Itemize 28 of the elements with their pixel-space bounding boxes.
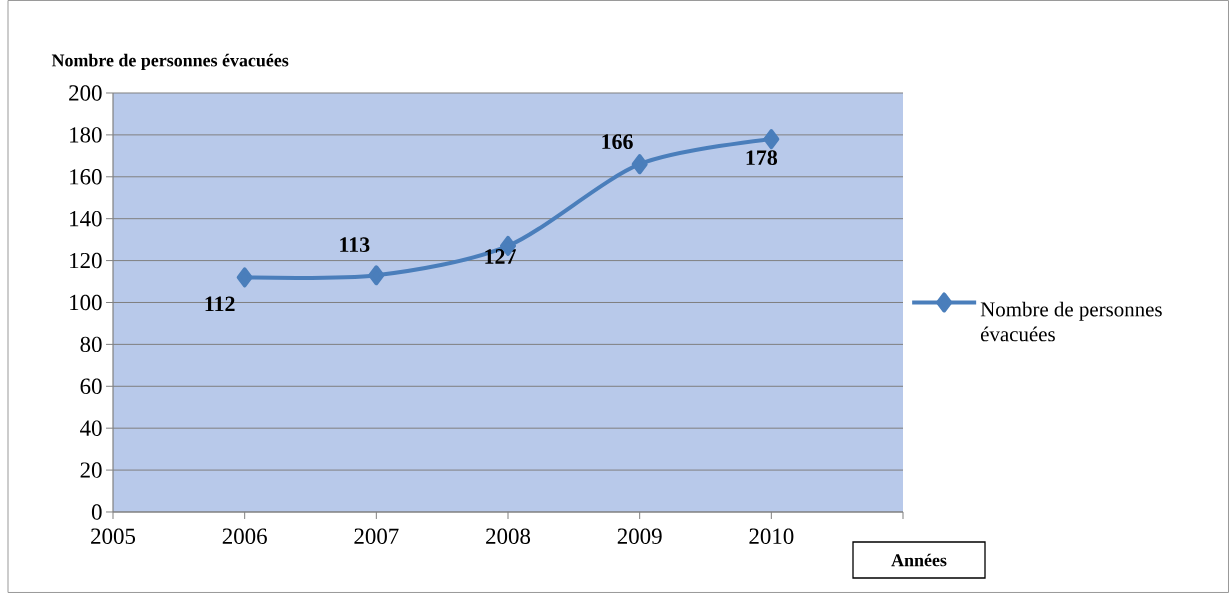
- y-tick-label: 120: [70, 252, 102, 269]
- point: [236, 267, 253, 288]
- legend-label: Nombre de personnes évacuées: [980, 301, 1162, 342]
- y-tick-label: 60: [80, 378, 102, 395]
- point: [368, 265, 385, 286]
- y-tick-label: 0: [91, 504, 102, 520]
- data-label: 178: [746, 150, 778, 166]
- x-tick-label: 2006: [222, 528, 267, 544]
- y-tick-label: 200: [69, 85, 102, 101]
- y-tick-label: 180: [70, 127, 102, 143]
- data-label: 166: [602, 134, 633, 150]
- x-tick-label: 2008: [486, 528, 531, 544]
- x-tick-label: 2005: [91, 528, 136, 544]
- y-axis-title: Nombre de personnes évacuées: [51, 53, 289, 71]
- y-tick-label: 100: [70, 294, 102, 311]
- x-axis-title: Années: [891, 553, 947, 567]
- x-tick-label: 2010: [749, 528, 794, 544]
- point: [631, 154, 648, 175]
- x-tick-label: 2007: [354, 528, 399, 544]
- x-tick-label: 2009: [617, 528, 662, 544]
- y-tick-label: 160: [70, 169, 102, 185]
- y-tick-label: 140: [70, 210, 102, 227]
- y-tick-label: 40: [80, 420, 102, 436]
- data-label: 113: [340, 237, 370, 253]
- y-tick-label: 80: [80, 336, 102, 353]
- point: [763, 129, 780, 150]
- y-tick-label: 20: [80, 462, 102, 478]
- data-label: 112: [205, 296, 235, 312]
